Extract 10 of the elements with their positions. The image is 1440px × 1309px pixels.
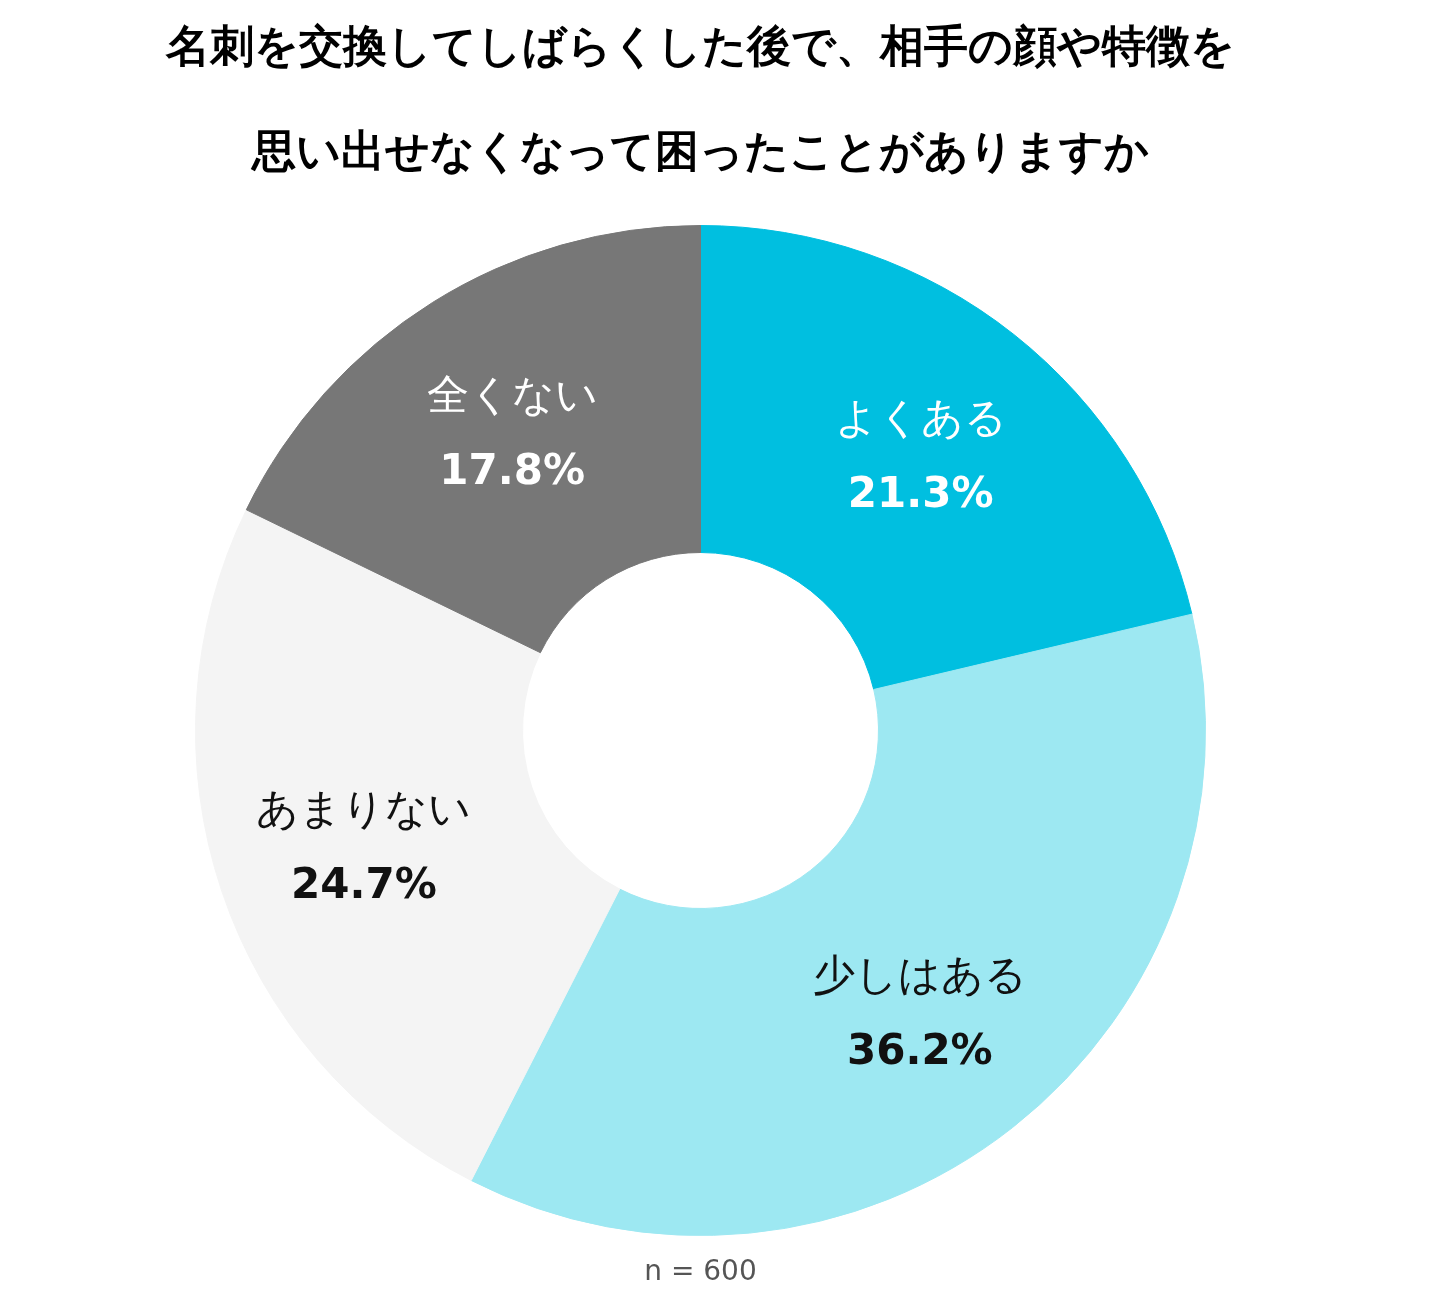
slice-label: 全くない xyxy=(426,370,598,420)
slice-label: あまりない xyxy=(256,783,472,833)
data-label: 17.8% xyxy=(439,445,586,495)
data-label: 24.7% xyxy=(291,858,437,908)
slice-label: 少しはある xyxy=(812,950,1027,1000)
text: n = 600 xyxy=(644,1254,757,1287)
chart-title: 名刺を交換してしばらくした後で、相手の顔や特徴を思い出せなくなって困ったことがありますか xyxy=(166,20,1235,176)
data-label: 21.3% xyxy=(847,467,994,517)
data-label: 36.2% xyxy=(846,1025,993,1075)
slice-label: よくある xyxy=(834,392,1007,442)
